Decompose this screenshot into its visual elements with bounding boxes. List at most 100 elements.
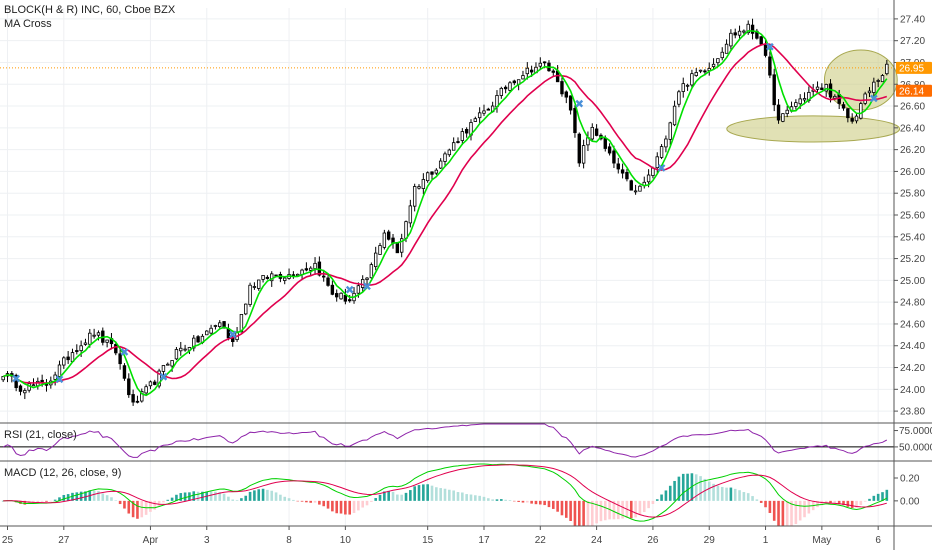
candle-body (833, 95, 837, 99)
candle-body (846, 108, 850, 119)
ma-cross-marker (575, 99, 584, 108)
candle-body (690, 73, 694, 86)
macd-histogram-bar (491, 499, 494, 501)
macd-histogram-bar (846, 500, 850, 507)
macd-histogram-bar (1, 500, 5, 502)
ma-cross-marker (159, 372, 168, 381)
candle-body (66, 356, 70, 361)
macd-histogram-bar (504, 499, 507, 501)
ma-cross-marker (363, 282, 371, 291)
candle-body (161, 365, 166, 372)
candle-body (794, 102, 798, 107)
candle-body (412, 186, 417, 207)
macd-histogram-bar (283, 496, 287, 501)
macd-histogram-bar (651, 500, 655, 504)
macd-histogram-bar (668, 485, 672, 501)
macd-histogram-bar (500, 499, 503, 501)
candle-body (443, 153, 447, 162)
macd-histogram-bar (742, 492, 746, 501)
macd-histogram-bar (521, 500, 525, 503)
macd-histogram-bar (703, 478, 707, 501)
macd-histogram-bar (127, 500, 131, 514)
candle-body (551, 70, 555, 73)
macd-histogram-bar (378, 494, 382, 501)
macd-histogram-bar (487, 498, 490, 501)
candle-body (460, 131, 465, 141)
price-badge (896, 61, 932, 74)
macd-histogram-bar (863, 500, 867, 502)
candle-body (499, 87, 504, 96)
candle-body (386, 231, 391, 240)
candle-body (382, 232, 387, 248)
candle-body (568, 95, 573, 111)
macd-histogram-bar (140, 500, 144, 518)
macd-histogram-bar (859, 500, 863, 505)
candle-body (356, 285, 361, 294)
time-tick-label: 10 (340, 535, 352, 546)
candle-body (322, 275, 326, 278)
macd-histogram-bar (136, 500, 139, 519)
macd-histogram-bar (305, 500, 308, 503)
candle-body (330, 284, 335, 295)
candle-body (360, 279, 365, 288)
macd-histogram-bar (612, 500, 616, 520)
macd-histogram-bar (331, 500, 334, 512)
macd-histogram-bar (508, 500, 512, 501)
grid (0, 8, 894, 526)
macd-histogram-bar (608, 500, 611, 520)
candle-body (885, 63, 889, 75)
candle-body (716, 58, 720, 64)
price-tick-label: 26.60 (900, 102, 925, 113)
macd-histogram-bar (196, 491, 200, 501)
macd-histogram-bar (62, 494, 66, 501)
macd-histogram-bar (244, 495, 248, 501)
candle-body (850, 118, 854, 122)
macd-histogram-bar (313, 500, 317, 503)
macd-histogram-bar (751, 496, 754, 501)
macd-histogram-bar (84, 491, 87, 501)
macd-histogram-bar (400, 494, 403, 501)
macd-histogram-bar (270, 490, 274, 501)
candle-body (456, 141, 460, 143)
macd-histogram-bar (564, 500, 568, 518)
macd-histogram-bar (274, 492, 278, 501)
macd-histogram-bar (664, 490, 668, 501)
candle-body (573, 108, 577, 134)
macd-histogram-bar (590, 500, 594, 526)
candle-body (633, 190, 638, 193)
candle-body (880, 75, 885, 83)
macd-histogram-bar (686, 473, 689, 501)
macd-histogram-bar (495, 499, 499, 501)
candle-body (564, 91, 568, 98)
macd-histogram-bar (642, 500, 646, 513)
price-tick-label: 25.60 (900, 211, 925, 222)
candle-body (373, 252, 378, 268)
candle-body (464, 129, 469, 134)
macd-histogram-bar (118, 500, 122, 505)
macd-histogram-bar (582, 500, 585, 526)
macd-histogram-bar (551, 500, 555, 509)
ma-cross-marker (345, 285, 354, 294)
candle-body (244, 303, 248, 315)
candle-body (153, 381, 157, 385)
candle-body (616, 163, 620, 170)
candle-body (698, 69, 703, 72)
macd-histogram-bar (409, 490, 412, 501)
candle-body (399, 238, 404, 253)
macd-histogram-bar (885, 489, 889, 501)
macd-histogram-bar (534, 500, 538, 505)
candle-body (265, 276, 270, 279)
macd-histogram-bar (396, 494, 399, 501)
macd-histogram-bar (876, 493, 880, 501)
candle-body (313, 262, 317, 269)
macd-histogram-bar (729, 487, 733, 501)
macd-histogram-bar (768, 500, 772, 513)
candle-body (88, 332, 92, 345)
macd-histogram-bar (53, 499, 57, 501)
candle-body (430, 171, 434, 175)
time-tick-label: 3 (204, 535, 210, 546)
candle-body (521, 75, 525, 80)
price-tick-label: 23.80 (900, 407, 925, 418)
macd-histogram-bar (655, 499, 659, 501)
